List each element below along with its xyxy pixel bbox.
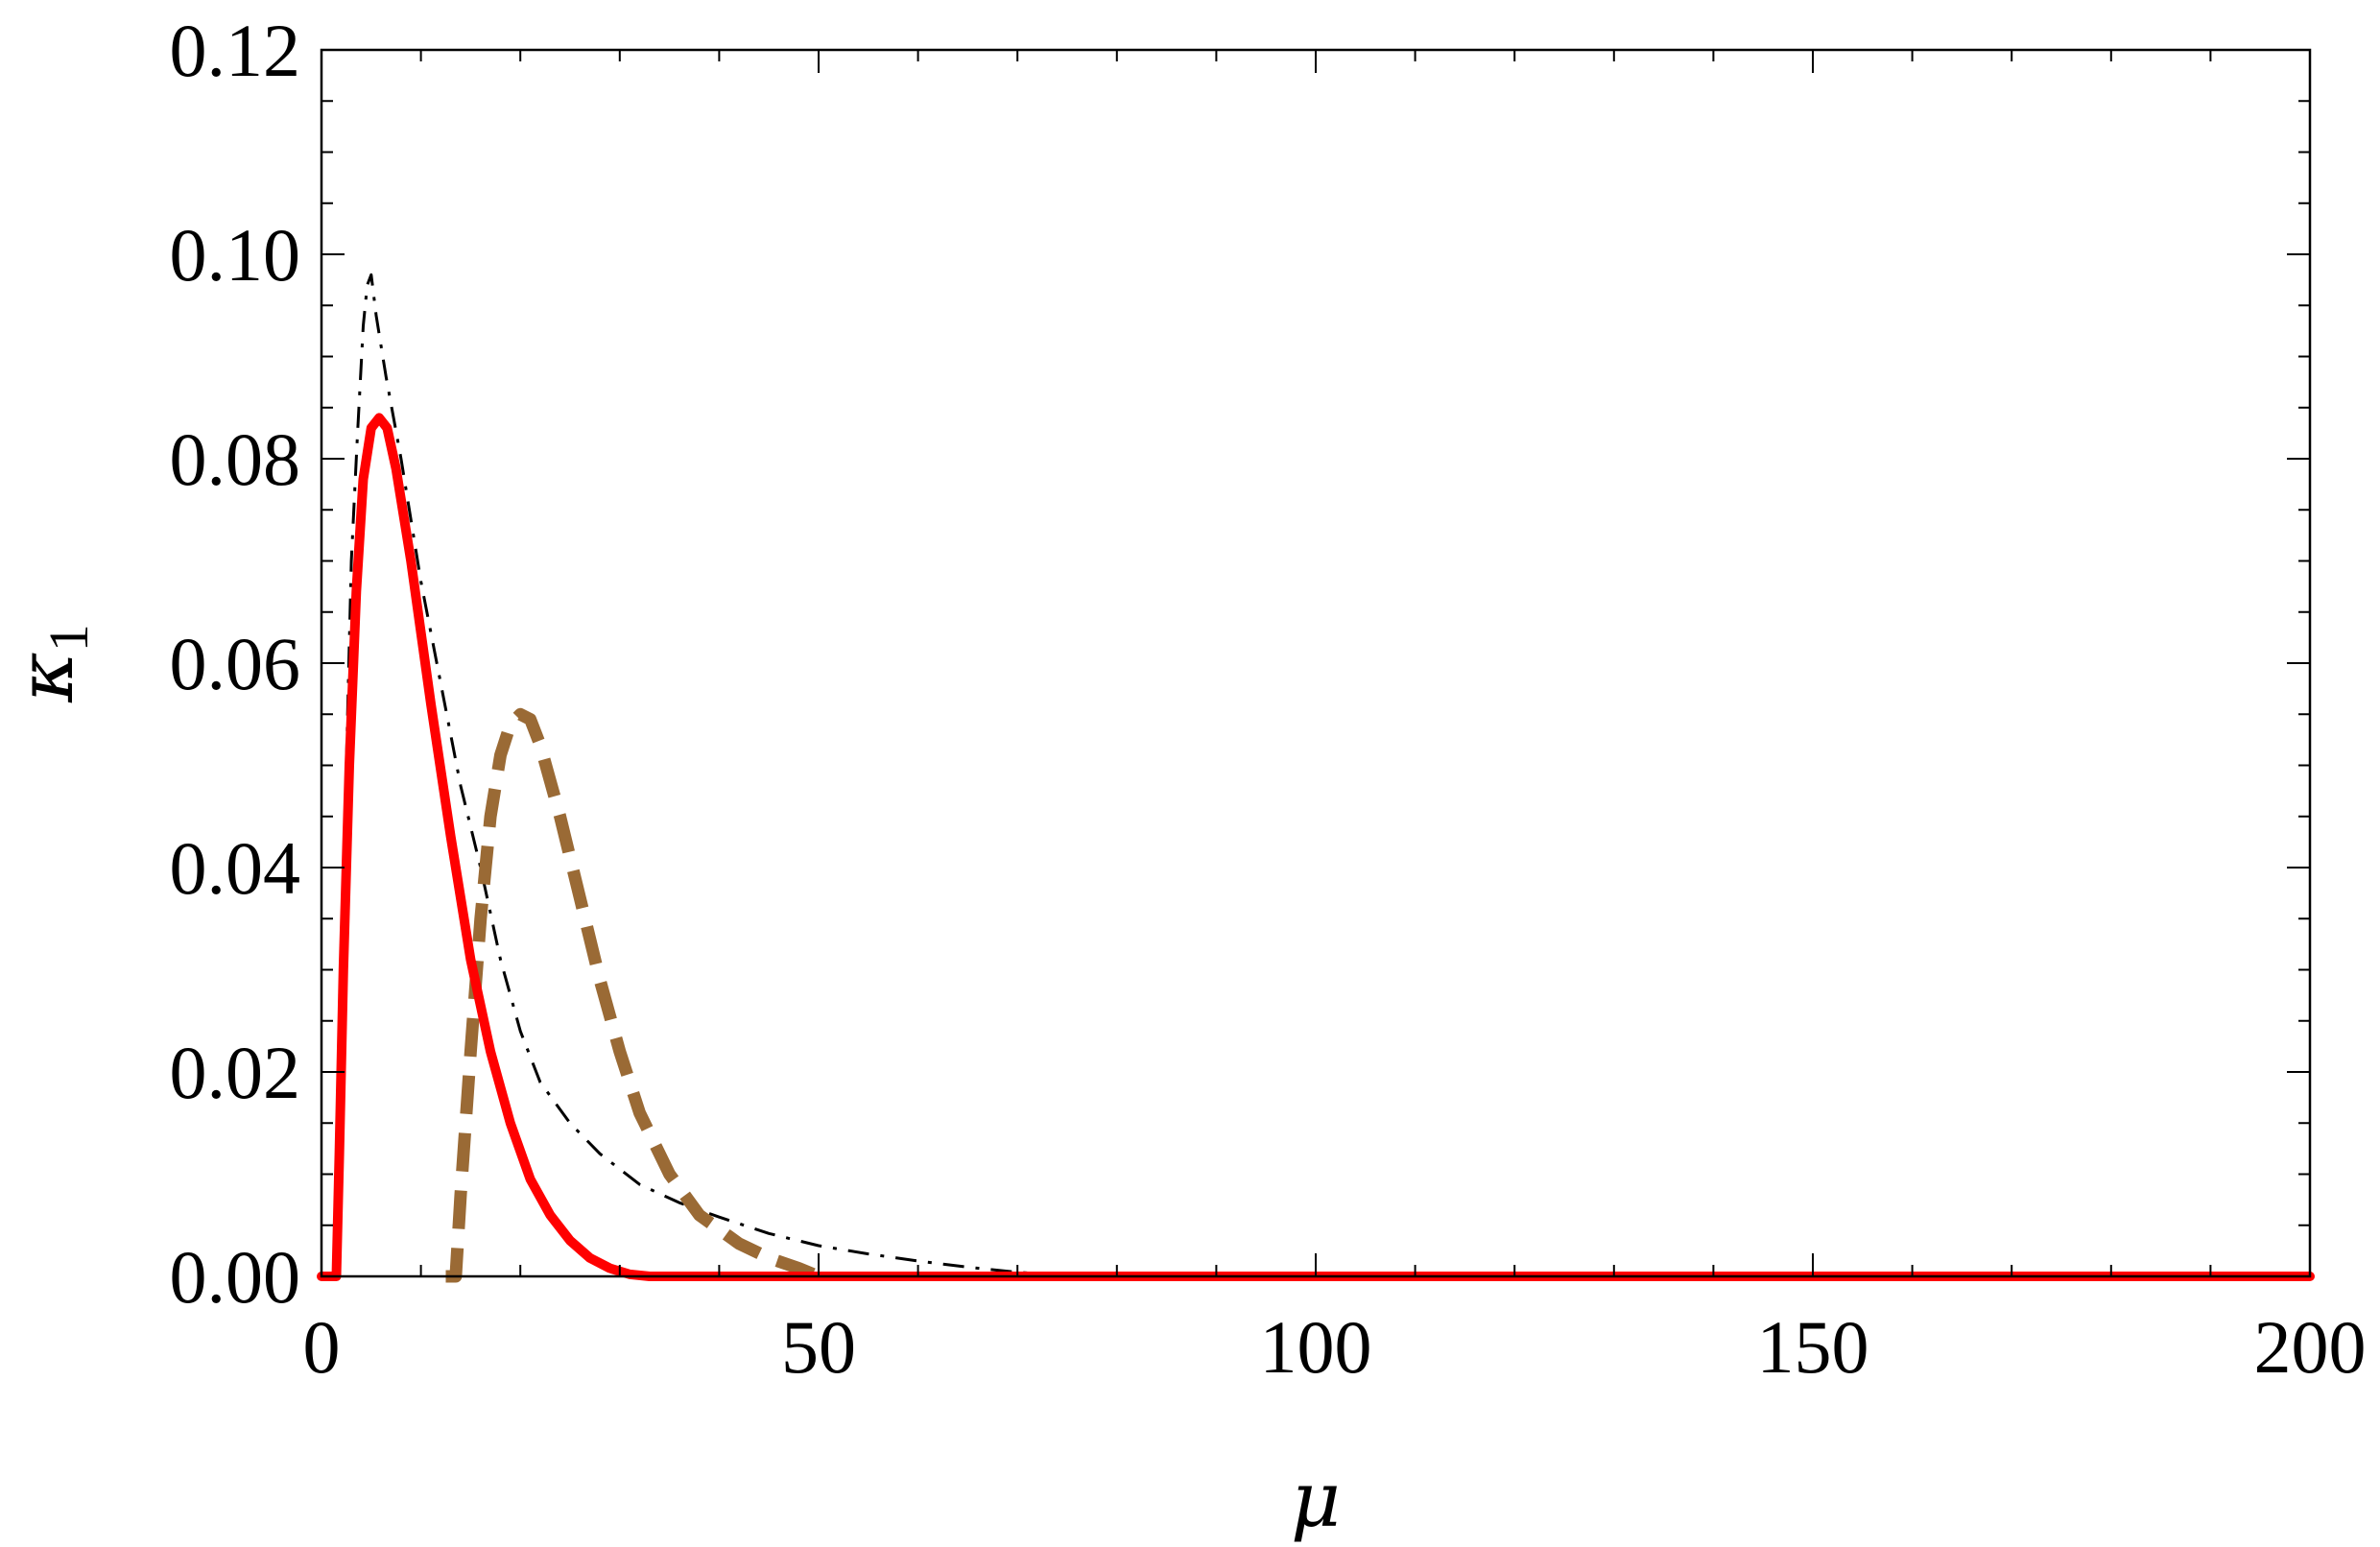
x-tick-label: 50	[781, 1305, 856, 1389]
x-tick-label: 150	[1757, 1305, 1869, 1389]
series-line-3-solid	[317, 413, 2315, 1281]
y-axis-label-main: κ	[1, 652, 90, 702]
plot-frame	[320, 48, 2312, 1278]
y-axis-label: κ1	[1, 624, 100, 702]
series-line-2-dashed	[445, 707, 821, 1283]
y-tick-label: 0.02	[170, 1031, 301, 1114]
x-tick-label: 0	[303, 1305, 341, 1389]
y-tick-label: 0.10	[170, 213, 301, 297]
series-line-1-dash-dot	[321, 273, 2310, 1278]
x-tick-label: 200	[2254, 1305, 2367, 1389]
y-axis-label-subscript: 1	[37, 624, 100, 652]
y-tick-label: 0.12	[170, 9, 301, 92]
ticks-layer	[321, 49, 2311, 1277]
x-tick-label: 100	[1260, 1305, 1372, 1389]
y-tick-label: 0.00	[170, 1235, 301, 1319]
y-tick-label: 0.08	[170, 417, 301, 501]
tick-labels: 0 50 100 150 200 0.00 0.02 0.04 0.06 0.08 0.10 0.12	[170, 9, 2367, 1389]
x-axis-label: μ	[1291, 1455, 1341, 1544]
y-tick-label: 0.04	[170, 826, 301, 910]
series-layer	[317, 273, 2315, 1283]
y-tick-label: 0.06	[170, 622, 301, 705]
